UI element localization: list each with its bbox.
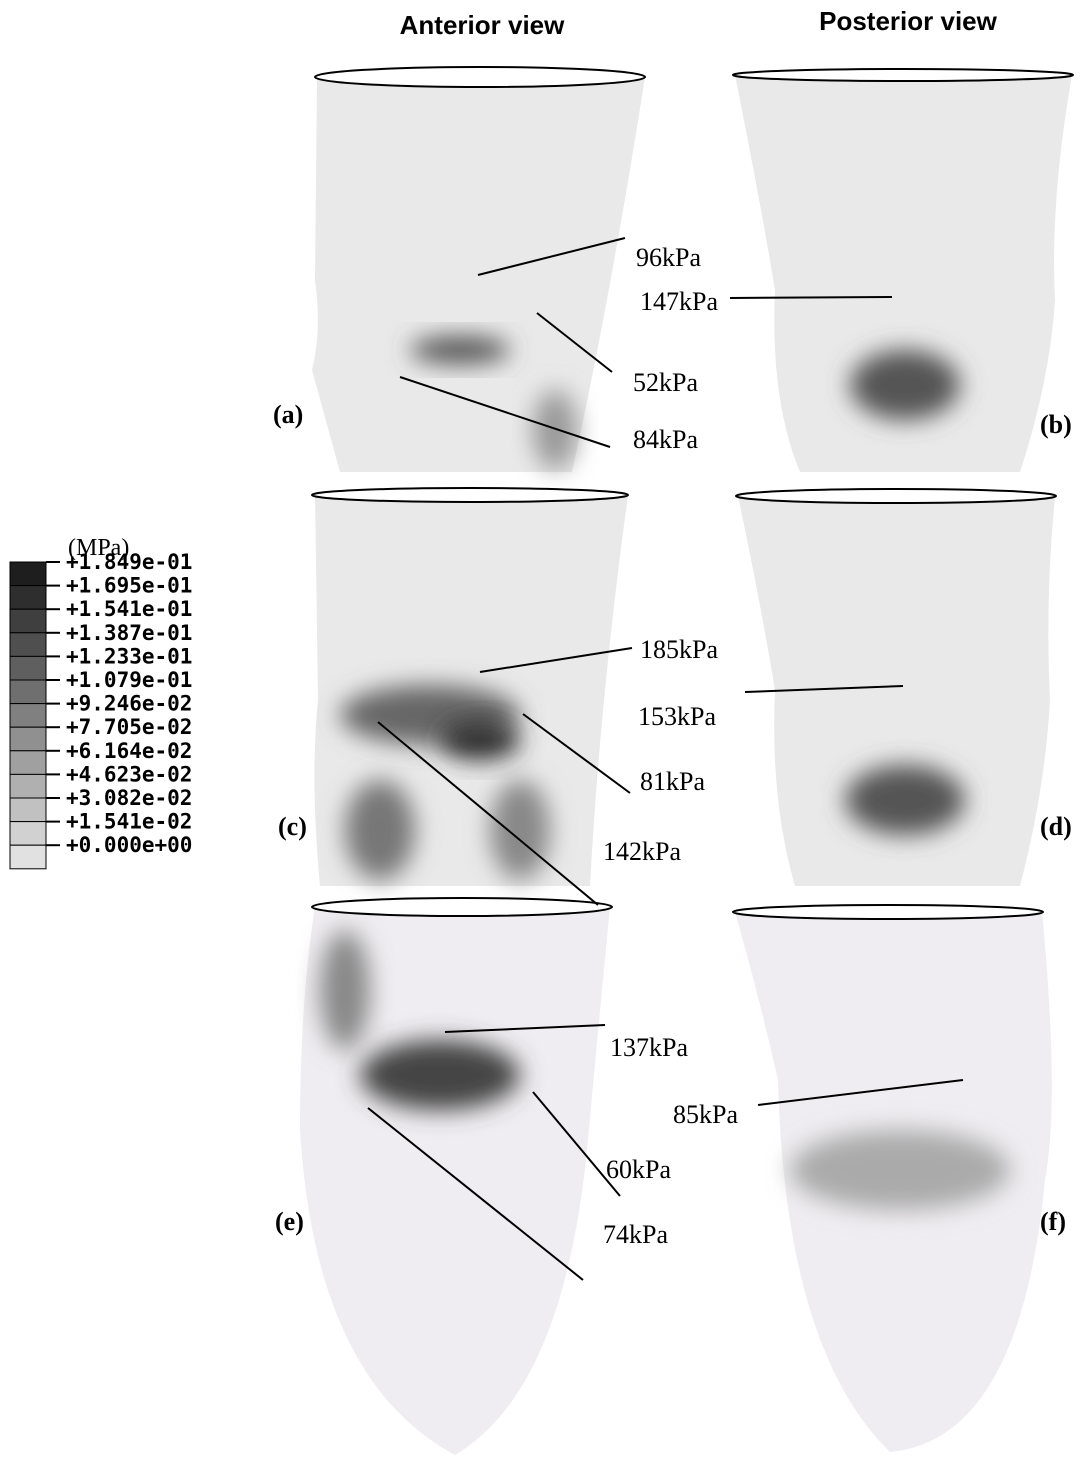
annotation: 81kPa <box>640 767 705 796</box>
legend-swatch <box>10 822 46 846</box>
panel-label: (a) <box>273 400 303 429</box>
blotch <box>360 1040 520 1110</box>
legend-swatch <box>10 751 46 775</box>
legend-swatch <box>10 562 46 586</box>
annotation: 137kPa <box>610 1033 688 1062</box>
blotch <box>850 350 960 420</box>
legend-swatch <box>10 633 46 657</box>
legend-label: +1.541e-02 <box>66 810 192 834</box>
column-header: Posterior view <box>819 6 998 36</box>
legend-label: +1.695e-01 <box>66 574 192 598</box>
annotation: 74kPa <box>603 1220 668 1249</box>
blotch <box>320 930 370 1050</box>
panel-label: (e) <box>275 1207 304 1236</box>
blotch <box>533 390 577 470</box>
rim <box>315 67 645 87</box>
legend-label: +4.623e-02 <box>66 762 192 786</box>
annotation: 142kPa <box>603 837 681 866</box>
blotch <box>845 765 965 835</box>
rim <box>733 905 1043 919</box>
legend-swatch <box>10 845 46 869</box>
legend-label: +1.849e-01 <box>66 550 192 574</box>
rim <box>733 69 1073 81</box>
legend-swatch <box>10 727 46 751</box>
legend-swatch <box>10 774 46 798</box>
rim <box>736 489 1056 503</box>
annotation: 84kPa <box>633 425 698 454</box>
legend-label: +3.082e-02 <box>66 786 192 810</box>
legend-label: +7.705e-02 <box>66 715 192 739</box>
legend-label: +6.164e-02 <box>66 739 192 763</box>
blotch <box>490 780 550 880</box>
stumps <box>300 67 1073 1455</box>
legend: (MPa) +1.849e-01+1.695e-01+1.541e-01+1.3… <box>10 535 192 869</box>
legend-swatch <box>10 704 46 728</box>
annotation: 96kPa <box>636 243 701 272</box>
rim <box>312 898 612 916</box>
legend-label: +1.541e-01 <box>66 597 192 621</box>
blotch <box>440 720 520 760</box>
panel-label: (c) <box>278 812 307 841</box>
rim <box>312 488 628 502</box>
legend-swatch <box>10 586 46 610</box>
legend-swatch <box>10 656 46 680</box>
annotation: 153kPa <box>638 702 716 731</box>
legend-label: +1.233e-01 <box>66 644 192 668</box>
legend-swatch <box>10 798 46 822</box>
column-header: Anterior view <box>400 10 565 40</box>
annotation: 52kPa <box>633 368 698 397</box>
legend-swatch <box>10 680 46 704</box>
annotation: 60kPa <box>606 1155 671 1184</box>
panel-label: (f) <box>1040 1207 1066 1236</box>
leader <box>730 297 892 298</box>
annotation: 147kPa <box>640 287 718 316</box>
legend-swatch <box>10 609 46 633</box>
blotch <box>410 336 510 364</box>
legend-label: +9.246e-02 <box>66 692 192 716</box>
figure: Anterior view Posterior view (a) (b) (c)… <box>0 0 1082 1459</box>
annotation: 185kPa <box>640 635 718 664</box>
blotch <box>345 780 415 880</box>
panel-label: (b) <box>1040 410 1072 439</box>
annotation: 85kPa <box>673 1100 738 1129</box>
panel-label: (d) <box>1040 812 1072 841</box>
legend-label: +0.000e+00 <box>66 833 192 857</box>
blotch <box>790 1130 1010 1210</box>
legend-label: +1.079e-01 <box>66 668 192 692</box>
legend-label: +1.387e-01 <box>66 621 192 645</box>
